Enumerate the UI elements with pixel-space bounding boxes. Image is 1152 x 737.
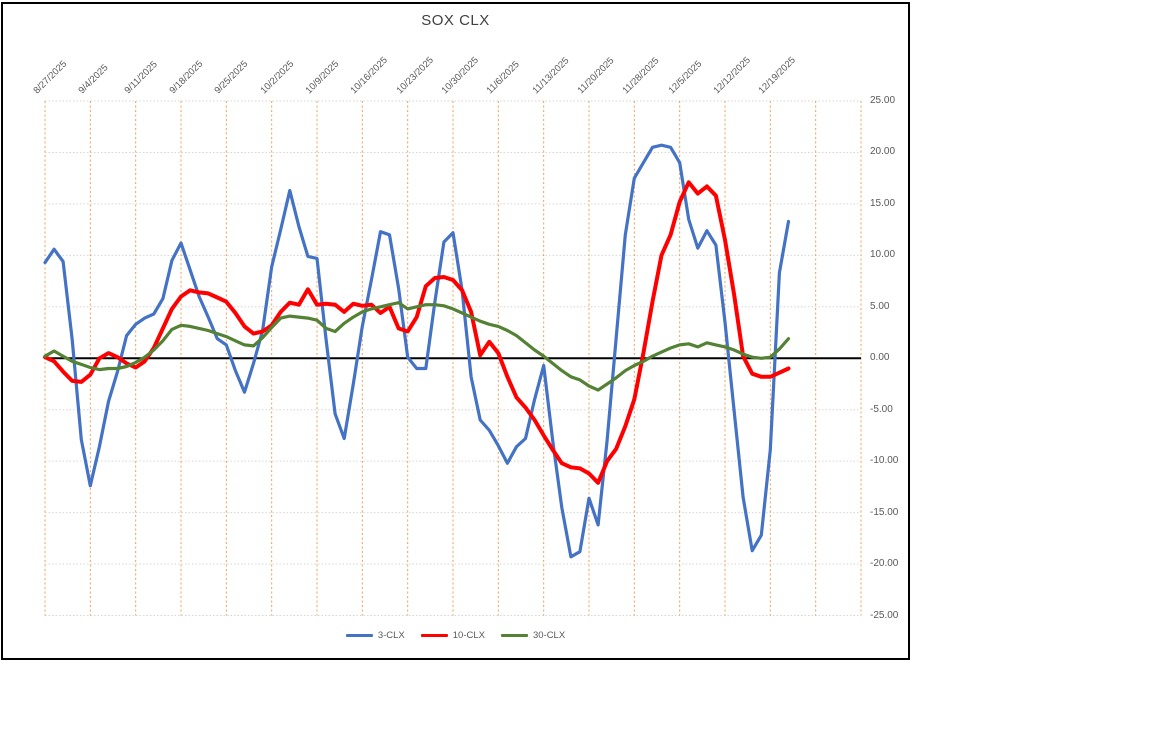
- y-axis-tick-label: 0.00: [870, 352, 890, 364]
- legend-label-3clx: 3-CLX: [377, 630, 405, 641]
- y-axis-tick-label: -5.00: [870, 403, 893, 415]
- series-line-10-CLX: [43, 180, 791, 485]
- y-axis-tick-label: -15.00: [870, 506, 899, 518]
- legend-item-10clx[interactable]: 10-CLX: [420, 630, 485, 641]
- chart-title: SOX CLX: [421, 12, 490, 29]
- series-line-3-CLX: [43, 143, 791, 559]
- y-axis-tick-label: -20.00: [870, 558, 899, 570]
- chart-legend: 3-CLX 10-CLX 30-CLX: [3, 630, 908, 641]
- y-axis-tick-label: 20.00: [870, 146, 896, 158]
- legend-item-3clx[interactable]: 3-CLX: [345, 630, 405, 641]
- y-axis-tick-label: 10.00: [870, 249, 896, 261]
- y-axis-tick-label: 15.00: [870, 197, 896, 209]
- y-axis-tick-label: -10.00: [870, 455, 899, 467]
- legend-line-swatch-blue: [345, 633, 373, 638]
- chart-object[interactable]: SOX CLX 25.00 20.00 15.00 10.00 5.00 0.00 -5.0…: [1, 2, 910, 660]
- legend-label-10clx: 10-CLX: [452, 630, 485, 641]
- legend-label-30clx: 30-CLX: [532, 630, 566, 641]
- series-line-30-CLX: [43, 301, 791, 392]
- legend-item-30clx[interactable]: 30-CLX: [500, 630, 566, 641]
- legend-line-swatch-red: [420, 633, 448, 638]
- chart-plot-svg: [43, 100, 862, 616]
- y-axis-tick-label: 25.00: [870, 95, 896, 106]
- y-axis-tick-label: 5.00: [870, 300, 890, 312]
- legend-line-swatch-green: [500, 633, 528, 638]
- y-axis-tick-label: -25.00: [870, 609, 899, 621]
